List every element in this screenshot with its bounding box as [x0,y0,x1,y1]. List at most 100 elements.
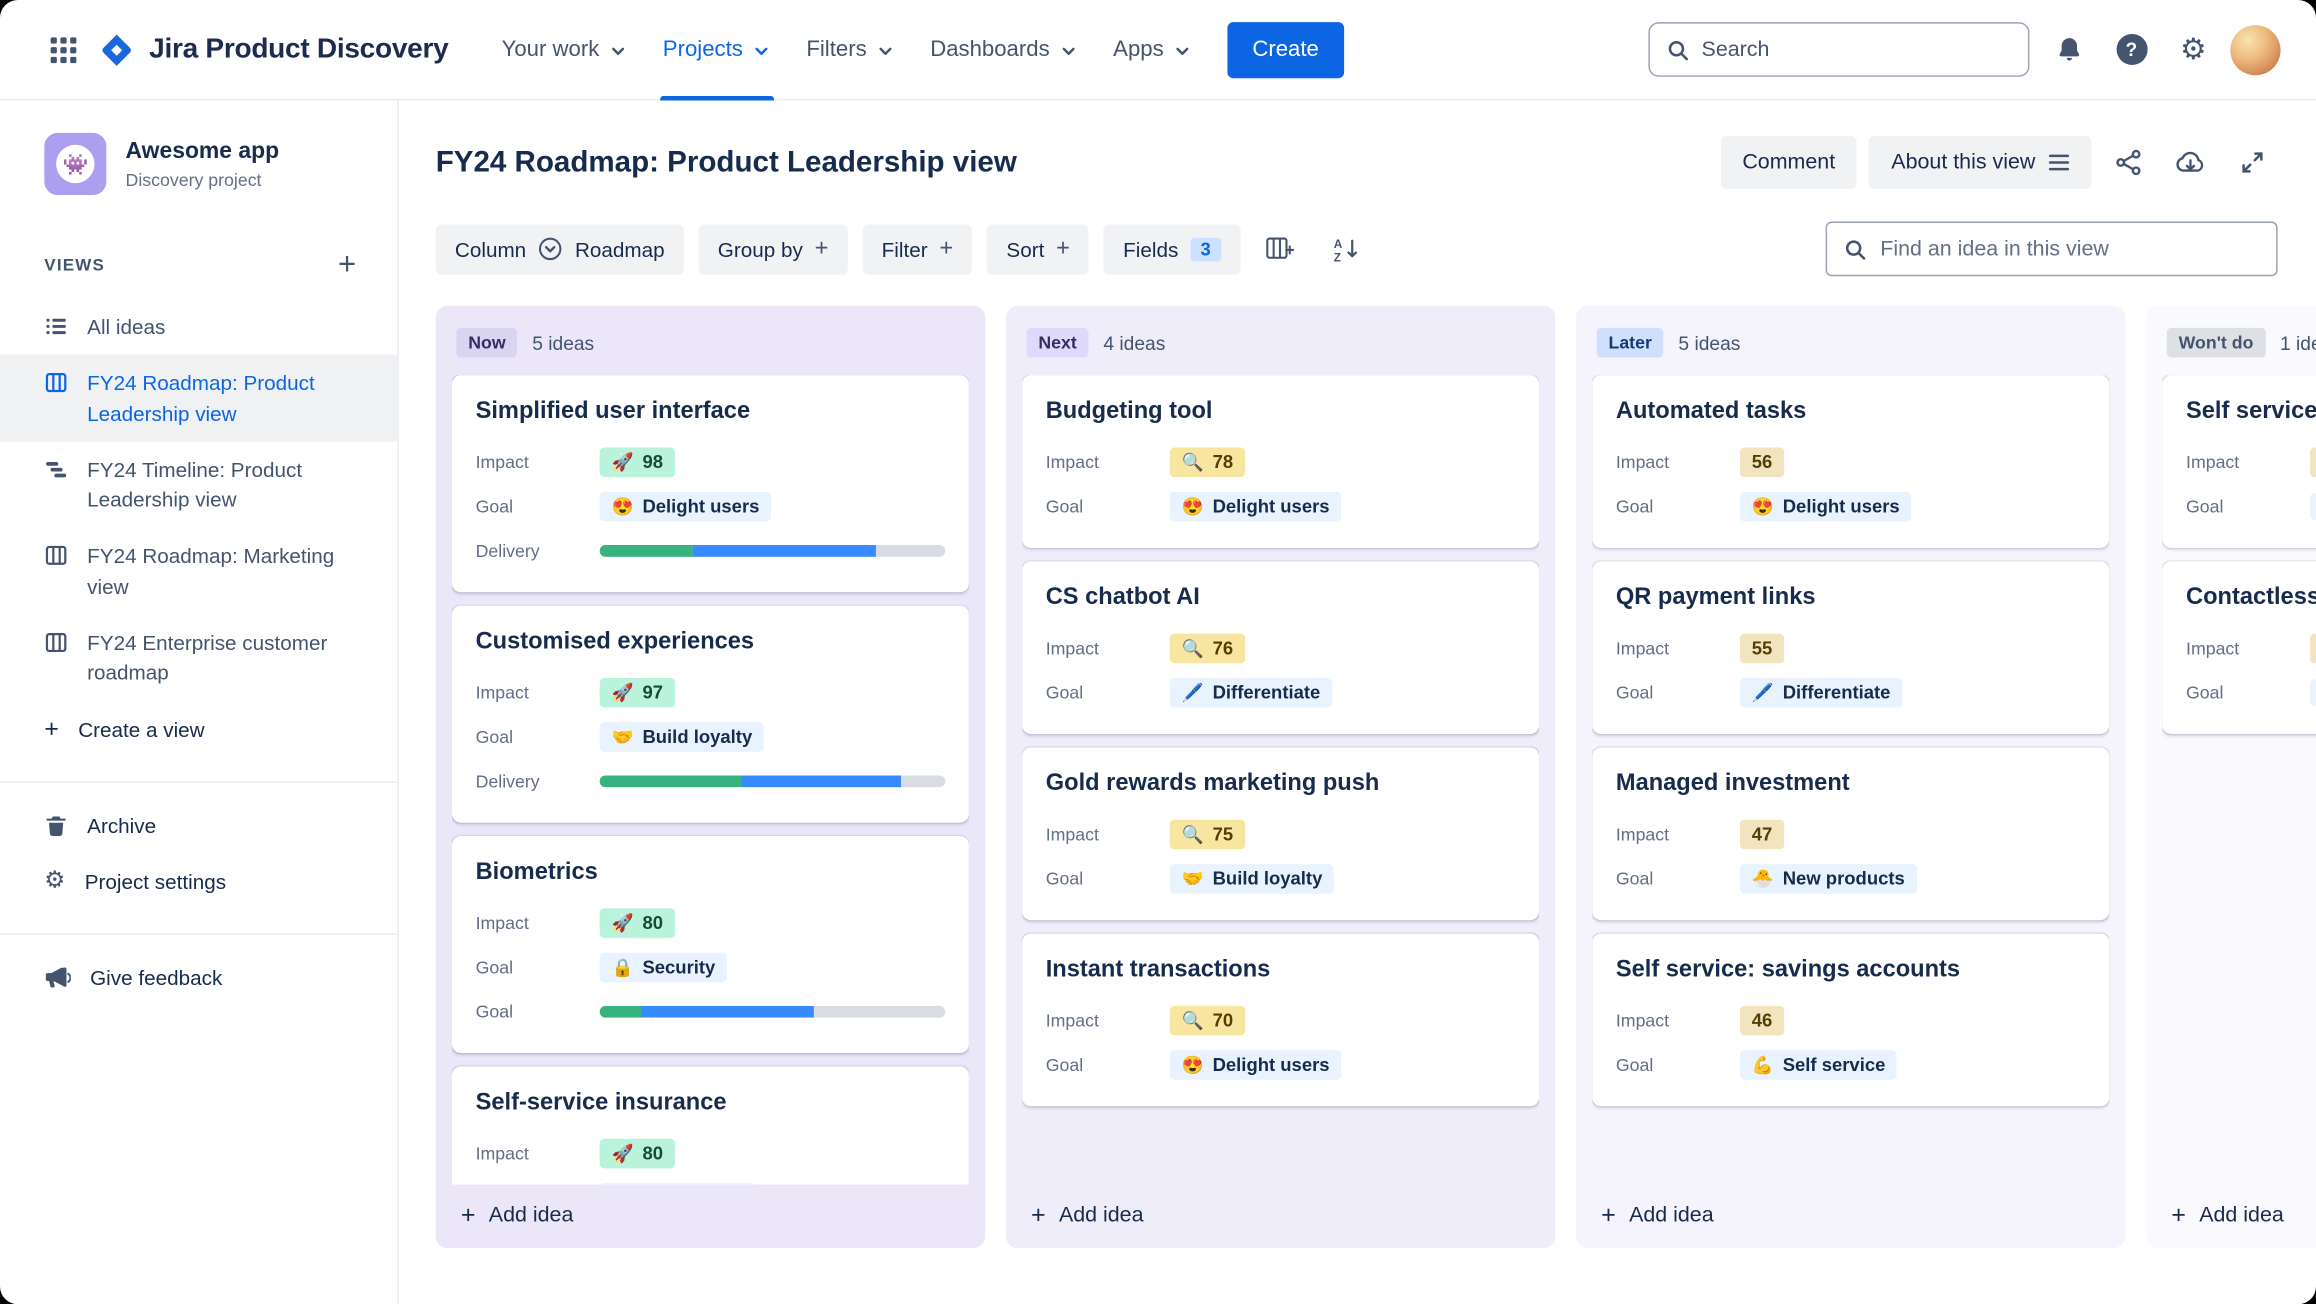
idea-card[interactable]: Self-service insurance Impact 🚀 80 Goal💪Self… [451,1066,969,1185]
sort-button[interactable]: Sort + [987,223,1090,274]
help-button[interactable]: ? [2106,24,2156,74]
sidebar-item-fy24-roadmap-product-leadership-view[interactable]: FY24 Roadmap: Product Leadership view [0,354,398,442]
plus-icon: + [338,248,357,283]
field-row: Goal 🤝 Build loyalty [1046,857,1516,901]
badge-text: 47 [1751,824,1773,845]
impact-badge: 🚀 80 [599,1138,675,1169]
settings-button[interactable]: ⚙ [2168,24,2218,74]
idea-card[interactable]: Gold rewards marketing push Impact 🔍 75 Goal… [1022,747,1540,921]
badge-text: Differentiate [1782,682,1891,704]
sidebar: 👾 Awesome app Discovery project VIEWS + … [0,100,399,1304]
add-idea-button[interactable]: + Add idea [1601,1202,1714,1227]
idea-card[interactable]: Instant transactions Impact 🔍 70 Goal 😍 Deligh… [1022,933,1540,1107]
idea-card[interactable]: Budgeting tool Impact 🔍 78 Goal 😍 Delight user… [1022,375,1540,548]
publish-button[interactable] [2165,137,2215,187]
add-idea-button[interactable]: + Add idea [461,1202,574,1227]
column-header: Won't do 1 idea [2162,321,2316,376]
idea-title: Gold rewards marketing push [1045,771,1380,797]
idea-card[interactable]: Self service: Impact 36 Goal 🖊️ [2162,375,2316,548]
sidebar-item-project-settings[interactable]: ⚙ Project settings [0,854,397,910]
progress-inprogress-segment [741,775,901,788]
project-header[interactable]: 👾 Awesome app Discovery project [0,130,397,204]
find-idea-input[interactable] [1880,237,2260,261]
cards-list: Automated tasks Impact 56 Goal 😍 Delight user… [1592,375,2110,1184]
badge-emoji-icon: 🤝 [1181,868,1204,890]
column-label: Column [454,237,527,261]
about-this-view-button[interactable]: About this view [1869,135,2092,190]
archive-icon [44,814,68,838]
sidebar-item-all-ideas[interactable]: All ideas [0,298,397,355]
fullscreen-button[interactable] [2227,137,2277,187]
table-columns-icon [1266,236,1295,261]
field-label: Impact [1045,824,1099,845]
create-button[interactable]: Create [1227,21,1344,78]
goal-badge: 🔒 Security [599,952,728,983]
search-icon [1666,38,1690,62]
idea-card[interactable]: Self service: savings accounts Impact 46 Go… [1592,933,2110,1107]
goal-badge: 🖊️ [2310,493,2316,520]
profile-button[interactable] [2230,24,2281,75]
nav-item-dashboards[interactable]: Dashboards [912,0,1095,100]
board-icon [44,544,68,568]
impact-badge: 🚀 80 [599,908,675,938]
field-row: Delivery [476,759,946,803]
find-idea-box[interactable] [1825,221,2278,277]
idea-card[interactable]: QR payment links Impact 55 Goal 🖊️ Differenti… [1592,561,2110,735]
sidebar-item-fy24-timeline-product-leadership-view[interactable]: FY24 Timeline: Product Leadership view [0,441,397,528]
progress-bar [599,775,946,788]
sidebar-item-fy24-enterprise-customer-roadmap[interactable]: FY24 Enterprise customer roadmap [0,615,397,702]
progress-inprogress-segment [692,545,877,557]
field-label: Goal [475,496,514,517]
add-view-button[interactable]: + [326,245,367,286]
badge-emoji-icon: 🖊️ [1181,682,1204,704]
nav-item-filters[interactable]: Filters [789,0,913,100]
search-input[interactable] [1701,37,2012,62]
app-switcher-button[interactable] [38,24,88,74]
idea-card[interactable]: Managed investment Impact 47 Goal 🐣 New produ… [1592,747,2110,921]
fields-button[interactable]: Fields 3 [1103,223,1241,274]
badge-emoji-icon: 🚀 [611,682,634,704]
add-idea-button[interactable]: + Add idea [1031,1202,1144,1227]
sidebar-item-archive[interactable]: Archive [0,798,397,854]
badge-text: 97 [642,682,663,704]
cards-list: Simplified user interface Impact 🚀 98 Goal 😍 D… [451,375,969,1185]
idea-title: Automated tasks [1615,398,1807,424]
board-column-later: Later 5 ideas Automated tasks Impact 56 Goal 😍… [1576,305,2126,1249]
group-by-button[interactable]: Group by + [698,223,848,274]
brand[interactable]: Jira Product Discovery [97,30,449,68]
idea-card[interactable]: Automated tasks Impact 56 Goal 😍 Delight user… [1592,375,2110,548]
field-row: Impact 46 [1616,998,2086,1042]
sidebar-item-fy24-roadmap-marketing-view[interactable]: FY24 Roadmap: Marketing view [0,528,397,615]
comment-button[interactable]: Comment [1720,135,1858,190]
column-view-button[interactable]: Column Roadmap [435,223,684,274]
idea-card[interactable]: Customised experiences Impact 🚀 97 Goal 🤝 Buil… [451,605,969,823]
add-idea-button[interactable]: + Add idea [2171,1202,2284,1227]
badge-text: 56 [1751,451,1773,473]
search-box[interactable] [1648,22,2030,77]
field-label: Impact [1615,1010,1670,1031]
column-settings-button[interactable] [1255,224,1305,274]
sidebar-item-give-feedback[interactable]: Give feedback [0,950,397,1006]
field-row: Delivery [476,529,946,573]
idea-card[interactable]: Simplified user interface Impact 🚀 98 Goal 😍 D… [451,375,969,593]
views-list: All ideas FY24 Roadmap: Product Leadershi… [0,298,398,702]
idea-card[interactable]: Biometrics Impact 🚀 80 Goal 🔒 Security Goal [451,836,969,1054]
notifications-button[interactable] [2044,24,2094,74]
svg-text:Z: Z [1333,250,1340,262]
impact-badge: 🔍 78 [1169,447,1245,478]
divider [0,933,398,935]
idea-card[interactable]: Contactless Impact 30 Goal 🤝 [2162,561,2316,735]
nav-item-projects[interactable]: Projects [645,0,789,100]
nav-item-your-work[interactable]: Your work [484,0,645,100]
nav-item-apps[interactable]: Apps [1095,0,1209,100]
sidebar-item-create-view[interactable]: + Create a view [0,701,397,758]
search-icon [1843,237,1867,261]
add-idea-label: Add idea [488,1203,574,1227]
idea-card[interactable]: CS chatbot AI Impact 🔍 76 Goal 🖊️ Differentiat… [1022,561,1540,735]
filter-button[interactable]: Filter + [862,223,973,274]
share-button[interactable] [2103,137,2153,187]
progress-done-segment [599,1005,642,1018]
badge-emoji-icon: 🔍 [1181,1010,1204,1031]
column-value: Roadmap [574,237,665,261]
